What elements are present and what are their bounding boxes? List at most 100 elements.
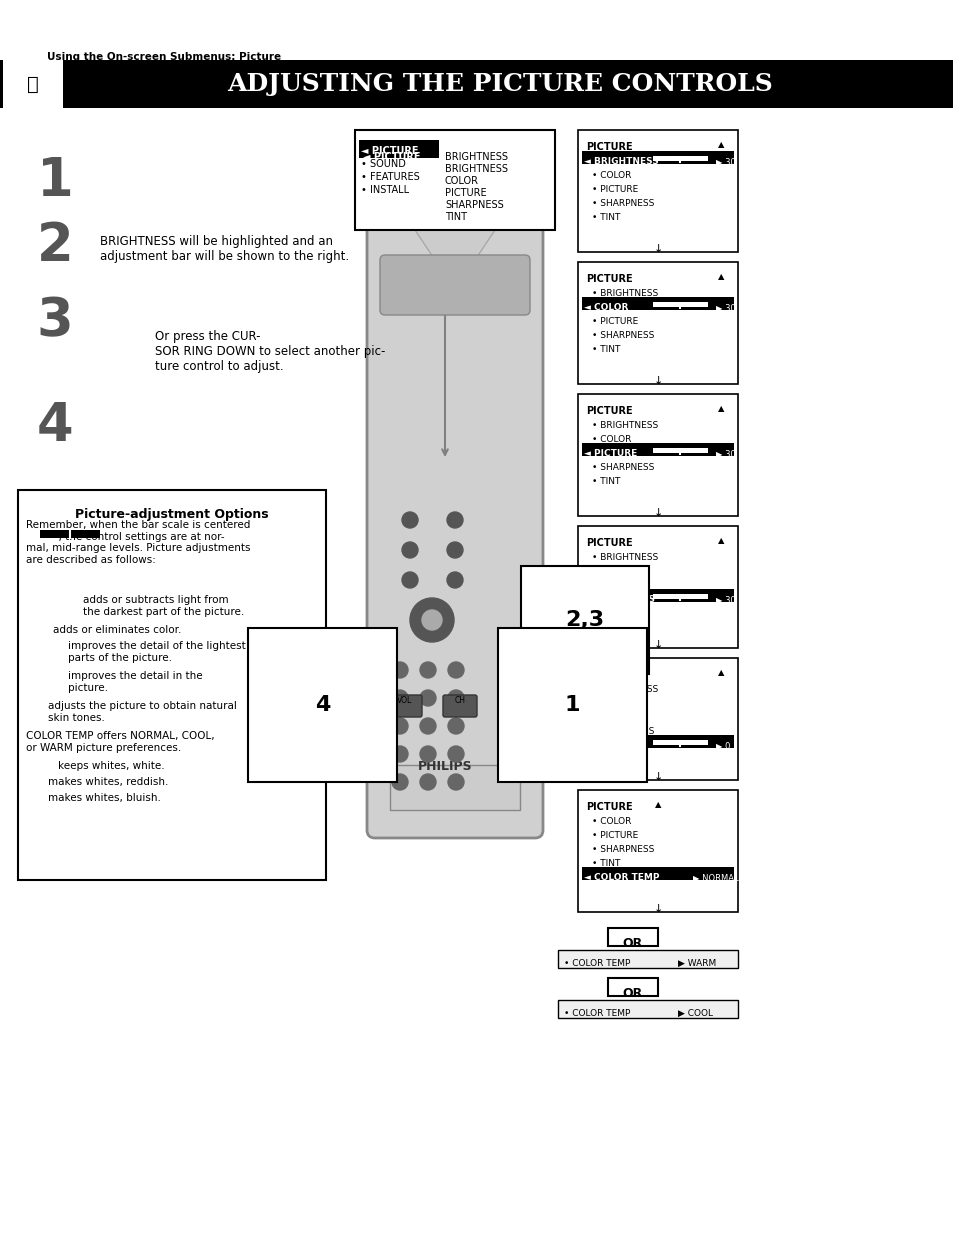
Text: • COLOR TEMP: • COLOR TEMP: [563, 1009, 630, 1018]
Text: ADJUSTING THE PICTURE CONTROLS: ADJUSTING THE PICTURE CONTROLS: [227, 72, 772, 96]
Text: ◄ COLOR: ◄ COLOR: [583, 303, 628, 312]
FancyBboxPatch shape: [40, 530, 100, 538]
FancyBboxPatch shape: [581, 867, 733, 881]
Text: • COLOR: • COLOR: [592, 567, 631, 576]
Text: • COLOR: • COLOR: [592, 699, 631, 708]
Text: ◄ PICTURE: ◄ PICTURE: [583, 450, 637, 458]
Text: COLOR: COLOR: [444, 177, 478, 186]
FancyBboxPatch shape: [581, 443, 733, 456]
Text: • SHARPNESS: • SHARPNESS: [592, 845, 654, 853]
Circle shape: [401, 542, 417, 558]
Text: ◄ PICTURE: ◄ PICTURE: [360, 146, 418, 156]
Circle shape: [447, 542, 462, 558]
Circle shape: [419, 662, 436, 678]
FancyBboxPatch shape: [578, 130, 738, 252]
Circle shape: [447, 572, 462, 588]
Text: adjusts the picture to obtain natural
skin tones.: adjusts the picture to obtain natural sk…: [48, 701, 236, 722]
Text: ◄ SHARPNESS: ◄ SHARPNESS: [583, 595, 655, 604]
Circle shape: [448, 746, 463, 762]
Text: TINT: TINT: [444, 212, 467, 222]
Text: • TINT: • TINT: [592, 345, 619, 354]
FancyBboxPatch shape: [578, 262, 738, 384]
Text: makes whites, reddish.: makes whites, reddish.: [48, 777, 168, 787]
FancyBboxPatch shape: [367, 222, 542, 839]
Text: PHILIPS: PHILIPS: [417, 760, 472, 773]
Text: ▲: ▲: [718, 404, 723, 412]
Circle shape: [392, 774, 408, 790]
Text: 🏃: 🏃: [27, 74, 39, 94]
FancyBboxPatch shape: [379, 254, 530, 315]
Text: PICTURE: PICTURE: [585, 406, 632, 416]
Text: improves the detail of the lightest
parts of the picture.: improves the detail of the lightest part…: [68, 641, 246, 663]
Circle shape: [419, 718, 436, 734]
Text: PICTURE: PICTURE: [585, 802, 632, 811]
FancyBboxPatch shape: [578, 790, 738, 911]
Text: adds or eliminates color.: adds or eliminates color.: [53, 625, 181, 635]
Text: 4: 4: [36, 400, 73, 452]
Text: Remember, when the bar scale is centered
          , the control settings are at: Remember, when the bar scale is centered…: [26, 520, 251, 564]
Text: ▲: ▲: [718, 140, 723, 149]
Text: • COLOR: • COLOR: [592, 435, 631, 445]
Text: • FEATURES: • FEATURES: [360, 172, 419, 182]
Circle shape: [419, 774, 436, 790]
FancyBboxPatch shape: [578, 658, 738, 781]
Text: ↓: ↓: [653, 375, 662, 387]
Text: improves the detail in the
picture.: improves the detail in the picture.: [68, 671, 202, 693]
Circle shape: [448, 690, 463, 706]
Text: • TINT: • TINT: [592, 609, 619, 618]
Polygon shape: [415, 230, 495, 290]
Circle shape: [447, 513, 462, 529]
FancyBboxPatch shape: [18, 490, 326, 881]
Text: BRIGHTNESS: BRIGHTNESS: [444, 164, 507, 174]
Text: • SHARPNESS: • SHARPNESS: [592, 199, 654, 207]
FancyBboxPatch shape: [355, 130, 555, 230]
Text: ↓: ↓: [653, 640, 662, 650]
FancyBboxPatch shape: [652, 448, 707, 453]
Text: • SOUND: • SOUND: [360, 159, 405, 169]
Text: BRIGHTNESS: BRIGHTNESS: [444, 152, 507, 162]
Circle shape: [401, 572, 417, 588]
FancyBboxPatch shape: [607, 927, 658, 946]
Text: ▶ 30: ▶ 30: [716, 303, 735, 312]
Text: PICTURE: PICTURE: [585, 142, 632, 152]
FancyBboxPatch shape: [652, 303, 707, 308]
Circle shape: [448, 662, 463, 678]
FancyBboxPatch shape: [388, 695, 421, 718]
Text: ▶ 30: ▶ 30: [716, 450, 735, 458]
Text: ◄ COLOR TEMP: ◄ COLOR TEMP: [583, 873, 659, 882]
Text: • PICTURE: • PICTURE: [592, 831, 638, 840]
Text: • COLOR: • COLOR: [592, 818, 631, 826]
Text: • BRIGHTNESS: • BRIGHTNESS: [592, 289, 658, 298]
Text: OR: OR: [622, 987, 642, 1000]
Circle shape: [448, 718, 463, 734]
Circle shape: [410, 598, 454, 642]
Text: ↓: ↓: [653, 904, 662, 914]
Text: 3: 3: [36, 295, 73, 347]
Text: ▶ COOL: ▶ COOL: [678, 1009, 712, 1018]
Text: Or press the CUR-
SOR RING DOWN to select another pic-
ture control to adjust.: Or press the CUR- SOR RING DOWN to selec…: [154, 330, 385, 373]
FancyBboxPatch shape: [3, 61, 63, 107]
Circle shape: [392, 662, 408, 678]
FancyBboxPatch shape: [442, 695, 476, 718]
Text: ▶ 30: ▶ 30: [716, 595, 735, 604]
Text: VOL: VOL: [397, 697, 413, 705]
FancyBboxPatch shape: [358, 146, 438, 158]
Text: • BRIGHTNESS: • BRIGHTNESS: [592, 685, 658, 694]
Text: PICTURE: PICTURE: [585, 538, 632, 548]
Text: ◄ PICTURE: ◄ PICTURE: [363, 152, 420, 162]
Text: • PICTURE: • PICTURE: [592, 317, 638, 326]
Text: PICTURE: PICTURE: [585, 671, 632, 680]
Text: CH: CH: [454, 697, 465, 705]
Circle shape: [392, 718, 408, 734]
Text: ▲: ▲: [718, 668, 723, 677]
FancyBboxPatch shape: [581, 151, 733, 164]
FancyBboxPatch shape: [578, 526, 738, 648]
Text: SHARPNESS: SHARPNESS: [444, 200, 503, 210]
FancyBboxPatch shape: [652, 740, 707, 745]
FancyBboxPatch shape: [390, 764, 519, 810]
FancyBboxPatch shape: [358, 140, 438, 152]
Text: ▶ 30: ▶ 30: [716, 157, 735, 165]
Text: • TINT: • TINT: [592, 860, 619, 868]
Circle shape: [401, 513, 417, 529]
Text: ▲: ▲: [718, 536, 723, 545]
